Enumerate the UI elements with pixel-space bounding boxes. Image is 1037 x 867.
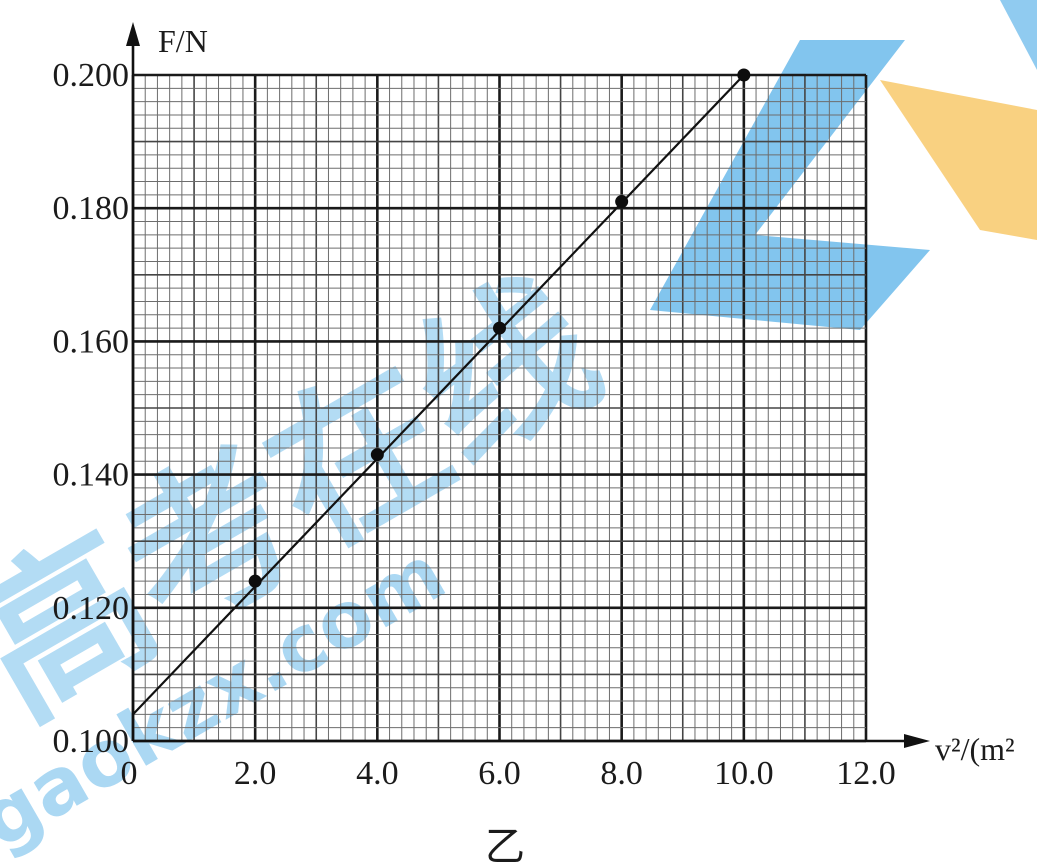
- watermark-logo-blue-corner: [1000, 0, 1037, 70]
- data-point: [615, 195, 629, 209]
- y-axis-label: F/N: [158, 23, 208, 59]
- x-tick-label: 0: [121, 755, 138, 792]
- y-axis-arrow: [126, 22, 140, 46]
- data-point: [737, 68, 751, 82]
- data-point: [370, 448, 384, 462]
- x-axis-label: v²/(m²: [935, 731, 1015, 767]
- x-tick-label: 2.0: [234, 755, 277, 792]
- tick-labels: 0.100 0.120 0.140 0.160 0.180 0.200 0 2.0 4.0 6.0…: [53, 57, 896, 792]
- y-tick-label: 0.140: [53, 457, 130, 494]
- data-point: [248, 574, 262, 588]
- fit-line-group: [132, 74, 745, 716]
- watermark-logo-orange: [880, 80, 1037, 240]
- data-points: [248, 68, 751, 588]
- watermark-logo-blue: [650, 40, 930, 330]
- data-point: [493, 321, 506, 335]
- x-tick-label: 12.0: [836, 755, 896, 792]
- grid: [131, 73, 868, 743]
- y-tick-label: 0.180: [53, 190, 130, 227]
- y-tick-label: 0.160: [53, 323, 130, 360]
- x-tick-label: 4.0: [356, 755, 399, 792]
- fit-line: [132, 74, 745, 716]
- x-tick-label: 8.0: [600, 755, 643, 792]
- axes: [126, 22, 930, 748]
- figure-caption: 乙: [485, 824, 525, 867]
- x-tick-label: 10.0: [714, 755, 774, 792]
- x-axis-arrow: [904, 734, 930, 748]
- y-tick-label: 0.200: [53, 57, 130, 94]
- x-tick-label: 6.0: [478, 755, 521, 792]
- y-tick-label: 0.120: [53, 590, 130, 627]
- y-tick-label: 0.100: [53, 723, 130, 760]
